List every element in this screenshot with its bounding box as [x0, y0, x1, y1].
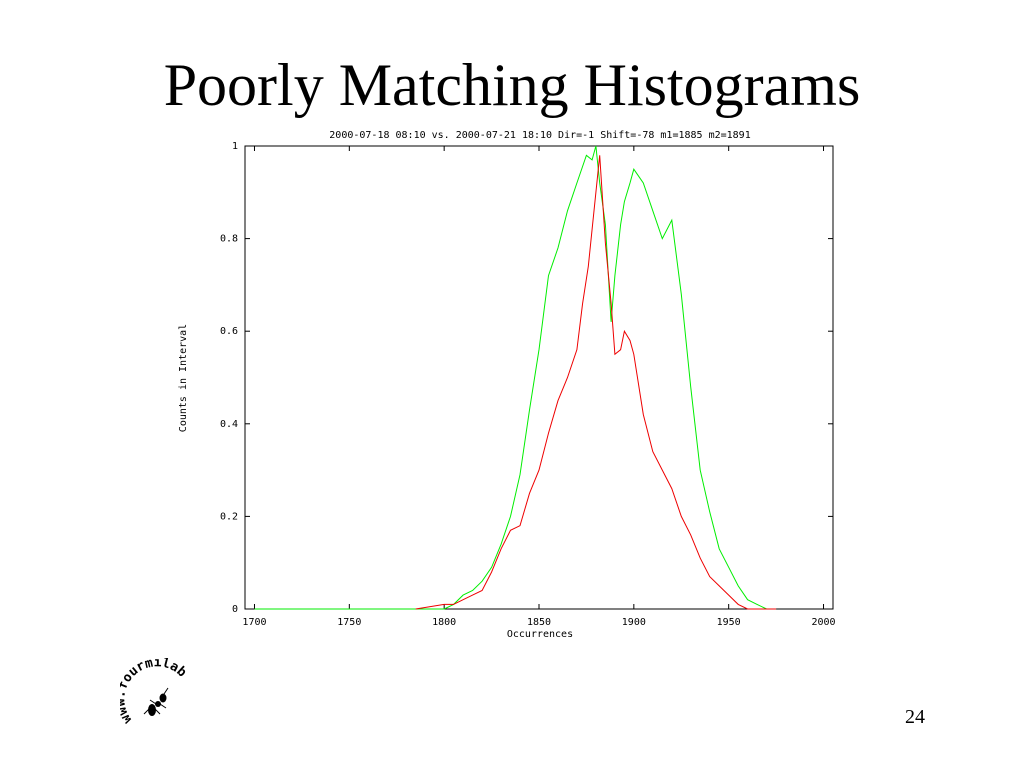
x-tick-label: 1850: [527, 617, 551, 628]
plot-frame: [244, 145, 834, 610]
y-tick-label: 1: [232, 141, 238, 152]
x-axis: 1700 1750 1800 1850 1900 1950 2000: [242, 146, 836, 628]
slide-title: Poorly Matching Histograms: [163, 52, 861, 118]
y-tick-label: 0.4: [220, 419, 238, 430]
y-tick-label: 0.2: [220, 511, 238, 522]
x-tick-label: 1700: [242, 617, 266, 628]
x-tick-label: 1900: [622, 617, 646, 628]
x-tick-label: 2000: [811, 617, 835, 628]
y-tick-label: 0.6: [220, 326, 238, 337]
series-line-red: [415, 155, 777, 610]
y-tick-label: 0.8: [220, 234, 238, 245]
chart-title: 2000-07-18 08:10 vs. 2000-07-21 18:10 Di…: [329, 130, 750, 141]
y-axis-label: Counts in Interval: [178, 324, 189, 432]
page-number: 24: [905, 706, 925, 728]
y-tick-label: 0: [232, 604, 238, 615]
fourmilab-logo: www.fourmilab.ch: [113, 647, 200, 738]
x-tick-label: 1750: [337, 617, 361, 628]
ant-icon: www.fourmilab.ch: [113, 647, 189, 726]
y-axis: 0 0.2 0.4 0.6 0.8 1: [220, 141, 833, 615]
series-layer: [254, 145, 777, 610]
x-axis-label: Occurrences: [507, 629, 573, 640]
series-line-green: [254, 145, 777, 610]
svg-text:www.fourmilab.ch: www.fourmilab.ch: [120, 658, 189, 726]
x-tick-label: 1950: [717, 617, 741, 628]
x-tick-label: 1800: [432, 617, 456, 628]
